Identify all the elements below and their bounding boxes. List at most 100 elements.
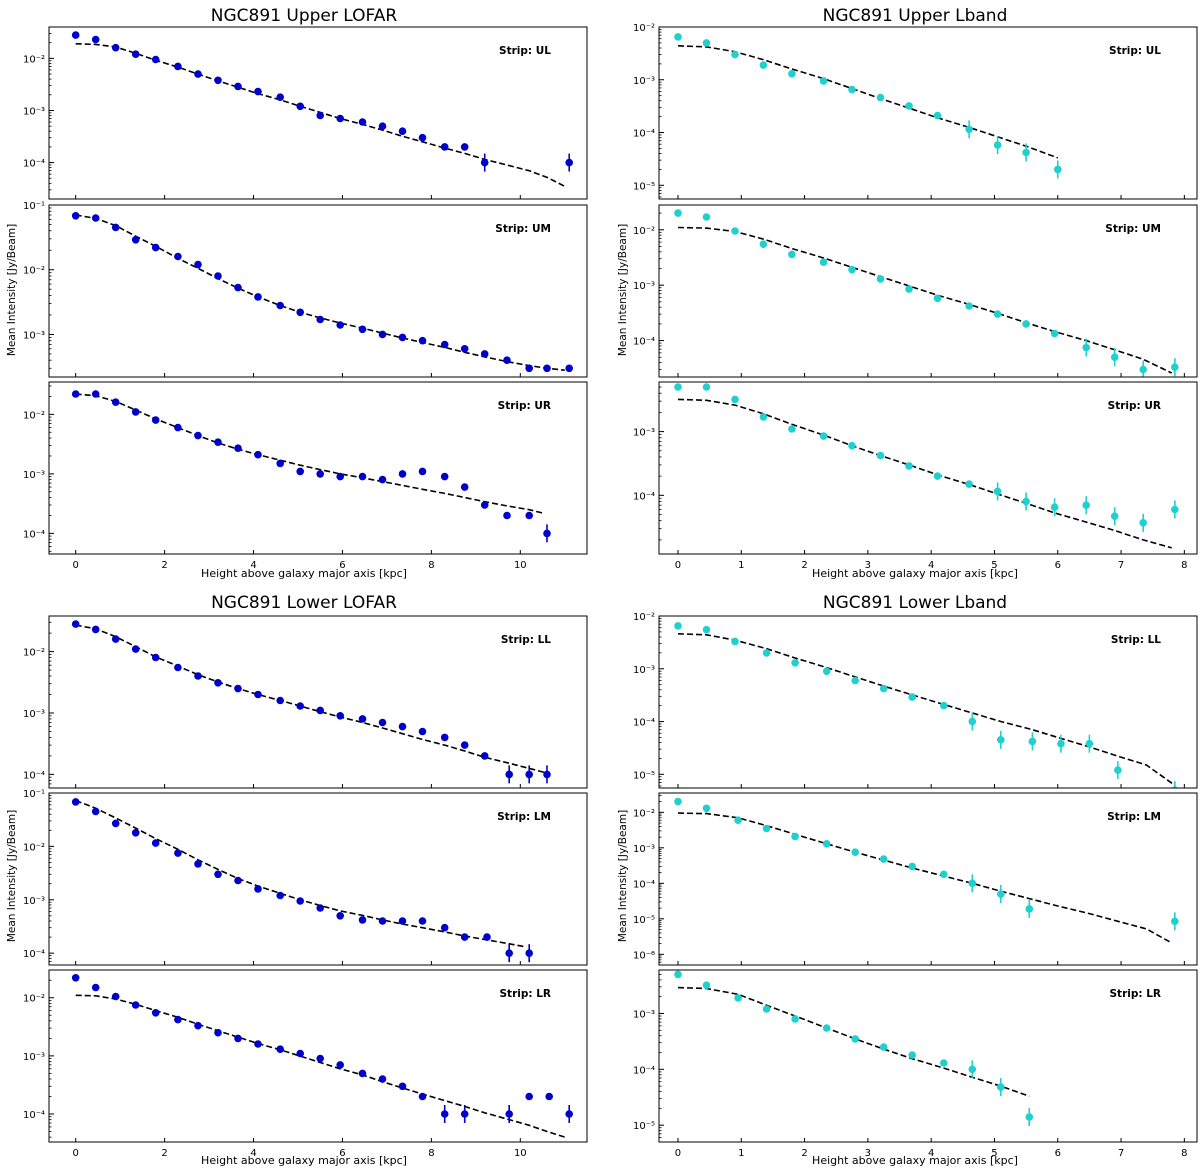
data-point: [378, 718, 387, 727]
data-point: [440, 472, 449, 481]
data-point: [151, 839, 160, 847]
data-point: [791, 659, 799, 667]
panel-title-lower-lofar: NGC891 Lower LOFAR: [211, 593, 397, 613]
data-point: [131, 408, 140, 416]
data-point: [316, 706, 325, 715]
x-tick-label: 7: [1118, 560, 1124, 571]
data-point: [460, 483, 469, 491]
y-tick-label: 10⁻⁵: [633, 181, 655, 192]
data-point: [1028, 737, 1037, 746]
panel-1-group: 10⁻⁴ 10⁻³ 10⁻² Strip: UL: [23, 26, 588, 200]
data-point: [71, 31, 80, 39]
data-point: [378, 330, 387, 339]
panel-4-group: 10⁻⁵ 10⁻⁴ 10⁻³ 10⁻² Strip: UL: [633, 23, 1198, 200]
data-point: [731, 50, 739, 59]
data-point: [565, 364, 573, 373]
x-tick-label: 2: [161, 1148, 167, 1159]
data-point: [674, 33, 682, 41]
data-point: [1114, 766, 1122, 774]
data-point: [151, 416, 160, 424]
y-tick-label: 10⁻³: [23, 896, 45, 907]
data-point: [194, 260, 202, 269]
data-point: [1085, 739, 1094, 748]
data-point: [759, 413, 768, 421]
data-point: [234, 684, 242, 693]
data-point: [194, 70, 202, 78]
x-tick-label: 10: [514, 560, 527, 571]
data-point: [876, 93, 885, 102]
data-point: [1171, 505, 1179, 514]
data-point: [543, 770, 551, 779]
data-point: [418, 727, 427, 736]
data-point: [483, 933, 491, 941]
data-point: [131, 1001, 140, 1009]
panel-title-lower-lband: NGC891 Lower Lband: [822, 593, 1008, 613]
panel-9-group: 0 2 4 6 8 10 10⁻⁴ 10⁻³ 10⁻² Strip: LR: [23, 969, 588, 1159]
data-point: [480, 350, 489, 358]
data-point: [111, 398, 120, 407]
data-point: [234, 876, 242, 885]
data-point: [71, 390, 80, 398]
data-point: [336, 712, 345, 720]
data-point: [276, 93, 285, 101]
data-point: [316, 904, 325, 912]
data-point: [111, 223, 120, 232]
x-tick-label: 5: [991, 560, 997, 571]
data-point: [440, 143, 449, 151]
data-point: [174, 849, 182, 857]
data-point: [358, 715, 367, 723]
data-point: [418, 133, 427, 142]
data-point: [702, 804, 711, 813]
data-point: [358, 1069, 367, 1078]
data-point: [296, 1049, 305, 1058]
y-tick-label: 10⁻⁵: [633, 1121, 655, 1132]
y-tick-label: 10⁻²: [23, 842, 45, 853]
data-point: [503, 511, 511, 520]
panel-12-group: 0 1 2 3 4 5 6 7 8 10⁻⁵ 10⁻⁴ 10⁻³ Strip: LR: [633, 969, 1198, 1159]
data-point: [759, 61, 768, 69]
data-point: [440, 340, 449, 349]
panel-5-group: 10⁻⁴ 10⁻³ 10⁻² Strip: UM: [633, 204, 1198, 378]
strip-label: Strip: LR: [499, 988, 551, 1000]
data-point: [1082, 501, 1090, 510]
axes-frame: [658, 792, 1198, 966]
data-point: [460, 345, 469, 353]
axes-frame: [658, 26, 1198, 200]
data-point: [997, 890, 1005, 898]
panel-10-group: 10⁻⁵ 10⁻⁴ 10⁻³ 10⁻² Strip: LL: [633, 612, 1198, 789]
x-tick-label: 6: [1055, 1148, 1061, 1159]
y-tick-label: 10⁻⁴: [633, 1065, 655, 1076]
data-point: [965, 125, 973, 134]
axes-frame: [658, 615, 1198, 789]
data-point: [1139, 365, 1147, 374]
y-tick-label: 10⁻³: [633, 844, 655, 855]
data-point: [1057, 739, 1065, 748]
strip-label: Strip: LL: [1111, 634, 1161, 646]
data-point: [731, 637, 739, 646]
strip-label: Strip: UR: [1108, 400, 1161, 412]
data-point: [254, 885, 262, 893]
y-tick-label: 10⁻⁵: [633, 770, 655, 781]
data-point: [480, 158, 489, 167]
data-point: [214, 679, 222, 687]
data-point: [822, 667, 831, 675]
data-point: [214, 870, 222, 879]
data-point: [336, 472, 345, 481]
data-point: [91, 214, 100, 222]
strip-label: Strip: LR: [1109, 988, 1161, 1000]
y-tick-label: 10⁻³: [633, 1009, 655, 1020]
model-curve: [75, 994, 566, 1138]
data-point: [1022, 497, 1030, 506]
data-point: [398, 127, 407, 135]
strip-label: Strip: UR: [498, 400, 551, 412]
data-point: [71, 798, 80, 806]
axes-frame: [48, 615, 588, 789]
y-tick-label: 10⁻⁶: [633, 950, 655, 961]
data-point: [545, 1092, 553, 1101]
data-point: [1110, 512, 1119, 520]
data-point: [1022, 148, 1030, 157]
data-point: [151, 653, 160, 662]
data-point: [276, 301, 285, 310]
data-point: [993, 310, 1002, 318]
data-point: [254, 293, 262, 301]
